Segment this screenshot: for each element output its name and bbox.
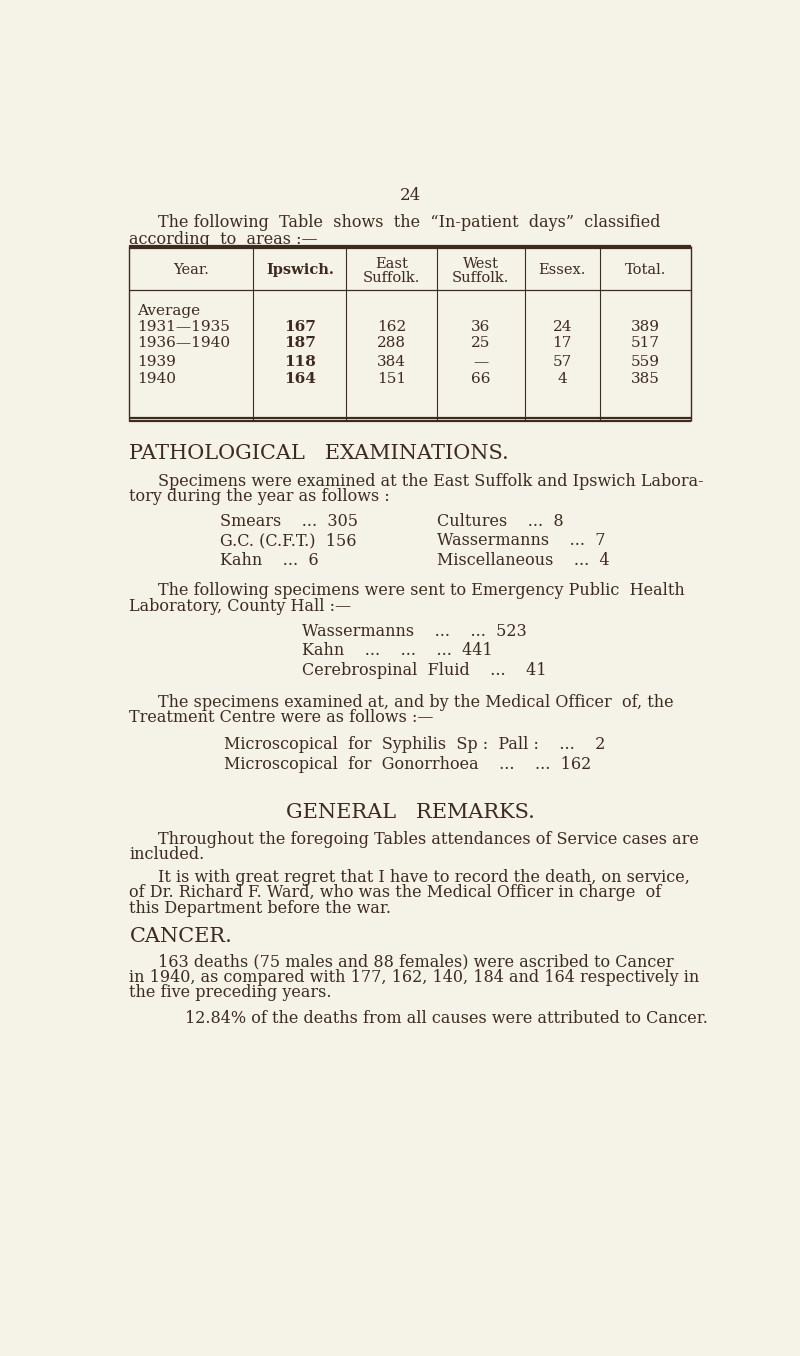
- Text: 389: 389: [630, 320, 660, 334]
- Text: Kahn    ...  6: Kahn ... 6: [220, 552, 318, 568]
- Text: 66: 66: [471, 372, 490, 386]
- Text: 57: 57: [553, 355, 572, 369]
- Text: 17: 17: [553, 336, 572, 350]
- Text: 385: 385: [630, 372, 660, 386]
- Text: 25: 25: [471, 336, 490, 350]
- Text: The following specimens were sent to Emergency Public  Health: The following specimens were sent to Eme…: [158, 582, 685, 599]
- Text: Ipswich.: Ipswich.: [266, 263, 334, 277]
- Text: Smears    ...  305: Smears ... 305: [220, 513, 358, 530]
- Text: the five preceding years.: the five preceding years.: [130, 984, 332, 1001]
- Text: West: West: [463, 256, 499, 271]
- Text: Kahn    ...    ...    ...  441: Kahn ... ... ... 441: [302, 643, 492, 659]
- Text: Miscellaneous    ...  4: Miscellaneous ... 4: [437, 552, 610, 568]
- Text: 164: 164: [284, 372, 316, 386]
- Text: Average: Average: [138, 304, 200, 317]
- Text: 559: 559: [630, 355, 660, 369]
- Text: 288: 288: [378, 336, 406, 350]
- Text: 118: 118: [284, 355, 316, 369]
- Text: Total.: Total.: [625, 263, 666, 277]
- Text: It is with great regret that I have to record the death, on service,: It is with great regret that I have to r…: [158, 869, 690, 885]
- Text: according  to  areas :—: according to areas :—: [130, 232, 318, 248]
- Text: Suffolk.: Suffolk.: [452, 270, 510, 285]
- Text: tory during the year as follows :: tory during the year as follows :: [130, 488, 390, 506]
- Text: Specimens were examined at the East Suffolk and Ipswich Labora-: Specimens were examined at the East Suff…: [158, 473, 704, 490]
- Text: Cultures    ...  8: Cultures ... 8: [437, 513, 564, 530]
- Text: 187: 187: [284, 336, 316, 350]
- Text: Microscopical  for  Gonorrhoea    ...    ...  162: Microscopical for Gonorrhoea ... ... 162: [224, 755, 591, 773]
- Text: included.: included.: [130, 846, 205, 864]
- Text: 517: 517: [630, 336, 660, 350]
- Text: Microscopical  for  Syphilis  Sp :  Pall :    ...    2: Microscopical for Syphilis Sp : Pall : .…: [224, 736, 606, 754]
- Text: Throughout the foregoing Tables attendances of Service cases are: Throughout the foregoing Tables attendan…: [158, 831, 699, 848]
- Text: Cerebrospinal  Fluid    ...    41: Cerebrospinal Fluid ... 41: [302, 662, 546, 679]
- Text: Treatment Centre were as follows :—: Treatment Centre were as follows :—: [130, 709, 434, 727]
- Text: The specimens examined at, and by the Medical Officer  of, the: The specimens examined at, and by the Me…: [158, 694, 674, 711]
- Text: 4: 4: [558, 372, 567, 386]
- Text: 1939: 1939: [138, 355, 176, 369]
- Text: 36: 36: [471, 320, 490, 334]
- Text: 151: 151: [378, 372, 406, 386]
- Text: 167: 167: [284, 320, 316, 334]
- Text: CANCER.: CANCER.: [130, 928, 232, 946]
- Text: 1940: 1940: [138, 372, 176, 386]
- Text: G.C. (C.F.T.)  156: G.C. (C.F.T.) 156: [220, 533, 357, 549]
- Text: 163 deaths (75 males and 88 females) were ascribed to Cancer: 163 deaths (75 males and 88 females) wer…: [158, 953, 674, 971]
- Text: 24: 24: [399, 187, 421, 205]
- Text: in 1940, as compared with 177, 162, 140, 184 and 164 respectively in: in 1940, as compared with 177, 162, 140,…: [130, 970, 700, 986]
- Text: of Dr. Richard F. Ward, who was the Medical Officer in charge  of: of Dr. Richard F. Ward, who was the Medi…: [130, 884, 662, 902]
- Text: 12.84% of the deaths from all causes were attributed to Cancer.: 12.84% of the deaths from all causes wer…: [186, 1010, 708, 1026]
- Text: —: —: [474, 355, 489, 369]
- Text: Laboratory, County Hall :—: Laboratory, County Hall :—: [130, 598, 351, 614]
- Text: this Department before the war.: this Department before the war.: [130, 899, 391, 917]
- Text: The following  Table  shows  the  “In-patient  days”  classified: The following Table shows the “In-patien…: [158, 214, 661, 232]
- Text: GENERAL   REMARKS.: GENERAL REMARKS.: [286, 803, 534, 822]
- Text: Suffolk.: Suffolk.: [363, 270, 421, 285]
- Text: 384: 384: [378, 355, 406, 369]
- Text: 1936—1940: 1936—1940: [138, 336, 230, 350]
- Text: 24: 24: [553, 320, 572, 334]
- Text: East: East: [375, 256, 408, 271]
- Text: Wassermanns    ...    ...  523: Wassermanns ... ... 523: [302, 624, 526, 640]
- Text: PATHOLOGICAL   EXAMINATIONS.: PATHOLOGICAL EXAMINATIONS.: [130, 443, 509, 462]
- Text: Essex.: Essex.: [538, 263, 586, 277]
- Text: Year.: Year.: [174, 263, 210, 277]
- Text: 1931—1935: 1931—1935: [138, 320, 230, 334]
- Text: Wassermanns    ...  7: Wassermanns ... 7: [437, 533, 606, 549]
- Text: 162: 162: [377, 320, 406, 334]
